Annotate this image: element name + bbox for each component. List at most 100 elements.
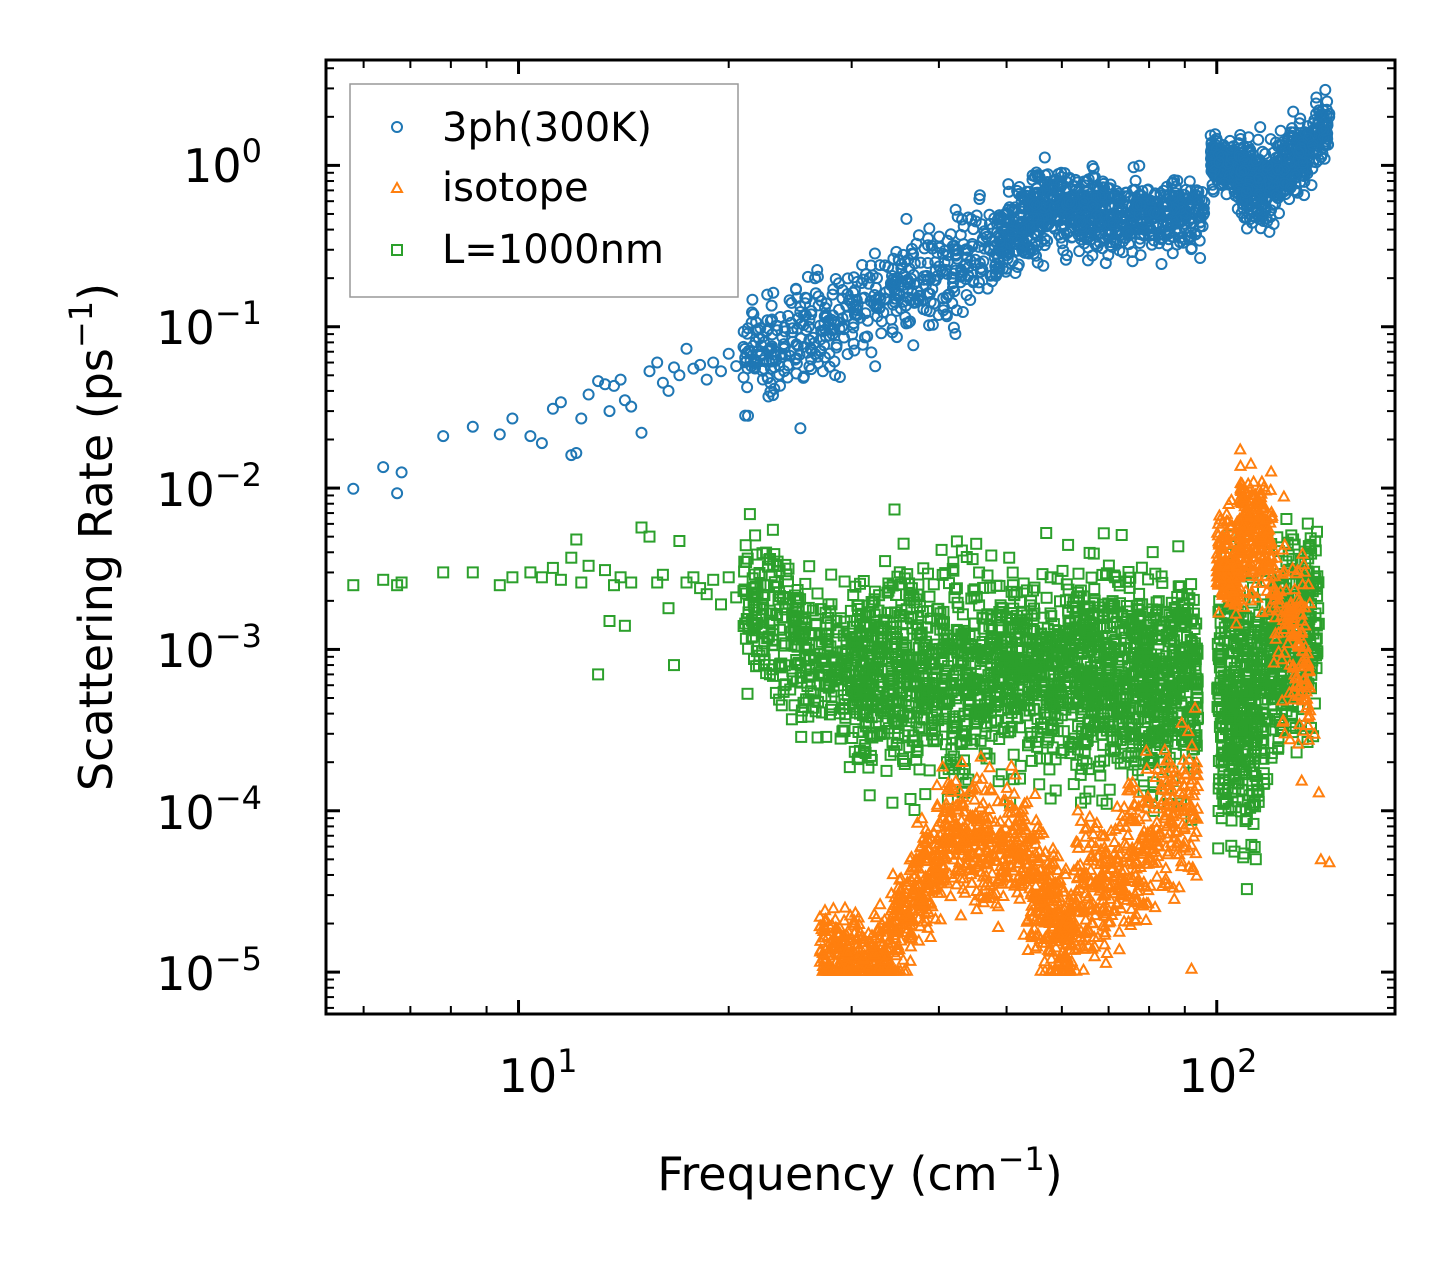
data-point-l-1000nm bbox=[1216, 741, 1229, 754]
data-point-l-1000nm bbox=[859, 683, 872, 696]
data-point-isotope bbox=[982, 760, 997, 773]
data-point-l-1000nm bbox=[656, 568, 669, 581]
data-point-l-1000nm bbox=[1229, 693, 1242, 705]
data-point-l-1000nm bbox=[840, 661, 852, 674]
data-point-l-1000nm bbox=[1172, 540, 1185, 553]
data-point-l-1000nm bbox=[768, 548, 781, 561]
data-point-isotope bbox=[934, 843, 948, 856]
data-point-isotope bbox=[828, 912, 842, 925]
data-point-l-1000nm bbox=[1027, 702, 1040, 715]
data-point-l-1000nm bbox=[795, 704, 808, 717]
data-point-isotope bbox=[868, 947, 882, 960]
data-point-l-1000nm bbox=[789, 622, 802, 635]
data-point-l-1000nm bbox=[1115, 529, 1128, 541]
data-point-isotope bbox=[912, 861, 926, 874]
data-point-isotope bbox=[923, 929, 938, 942]
data-point-isotope bbox=[1006, 823, 1021, 836]
data-point-isotope bbox=[973, 888, 987, 901]
data-point-isotope bbox=[1084, 862, 1098, 875]
data-point-isotope bbox=[972, 817, 986, 830]
data-point-isotope bbox=[833, 958, 847, 971]
data-point-isotope bbox=[1167, 891, 1181, 904]
data-point-l-1000nm bbox=[1120, 600, 1133, 612]
data-point-isotope bbox=[925, 899, 939, 912]
data-point-l-1000nm bbox=[851, 674, 864, 687]
data-point-l-1000nm bbox=[662, 602, 675, 615]
data-point-l-1000nm bbox=[1301, 584, 1314, 596]
data-point-l-1000nm bbox=[1113, 703, 1126, 716]
data-point-isotope bbox=[1015, 825, 1029, 838]
data-point-l-1000nm bbox=[1312, 617, 1325, 630]
data-point-isotope bbox=[903, 953, 918, 966]
data-point-l-1000nm bbox=[1123, 721, 1136, 734]
data-point-l-1000nm bbox=[1101, 677, 1114, 690]
data-point-l-1000nm bbox=[899, 694, 912, 707]
data-point-l-1000nm bbox=[850, 614, 863, 627]
data-point-isotope bbox=[864, 939, 879, 952]
data-point-l-1000nm bbox=[740, 556, 753, 568]
data-point-isotope bbox=[883, 960, 898, 973]
data-point-l-1000nm bbox=[919, 788, 932, 801]
data-point-l-1000nm bbox=[859, 617, 872, 630]
data-point-l-1000nm bbox=[1252, 795, 1265, 808]
data-point-l-1000nm bbox=[1069, 612, 1082, 625]
data-point-l-1000nm bbox=[1038, 711, 1051, 724]
data-point-l-1000nm bbox=[824, 605, 837, 618]
data-point-isotope bbox=[816, 963, 830, 976]
data-point-isotope bbox=[939, 804, 953, 817]
data-point-l-1000nm bbox=[962, 638, 975, 650]
data-point-isotope bbox=[904, 928, 918, 941]
data-point-l-1000nm bbox=[887, 672, 900, 685]
data-point-isotope bbox=[920, 884, 935, 897]
data-point-l-1000nm bbox=[1173, 580, 1186, 593]
data-point-isotope bbox=[848, 905, 863, 918]
data-point-l-1000nm bbox=[779, 678, 792, 691]
data-point-l-1000nm bbox=[888, 503, 901, 516]
data-point-isotope bbox=[998, 793, 1013, 806]
data-point-l-1000nm bbox=[773, 586, 786, 599]
data-point-isotope bbox=[966, 780, 980, 793]
data-point-isotope bbox=[965, 875, 979, 888]
data-point-l-1000nm bbox=[1222, 644, 1235, 657]
data-point-l-1000nm bbox=[1272, 741, 1285, 754]
data-point-isotope bbox=[982, 835, 996, 848]
data-point-isotope bbox=[1076, 962, 1091, 975]
data-point-l-1000nm bbox=[792, 656, 805, 669]
data-point-isotope bbox=[1110, 799, 1124, 812]
data-point-l-1000nm bbox=[739, 539, 752, 552]
data-point-l-1000nm bbox=[897, 537, 910, 550]
data-point-l-1000nm bbox=[806, 604, 819, 617]
data-point-isotope bbox=[985, 866, 999, 879]
data-point-isotope bbox=[1049, 881, 1064, 894]
data-point-l-1000nm bbox=[1285, 529, 1298, 542]
data-point-l-1000nm bbox=[940, 738, 952, 751]
data-point-l-1000nm bbox=[1037, 722, 1050, 735]
data-point-isotope bbox=[979, 811, 993, 824]
data-point-l-1000nm bbox=[911, 706, 924, 719]
data-point-l-1000nm bbox=[625, 576, 638, 589]
data-point-l-1000nm bbox=[1055, 746, 1068, 759]
data-point-isotope bbox=[1017, 927, 1031, 940]
data-point-l-1000nm bbox=[1048, 641, 1061, 654]
data-point-isotope bbox=[822, 917, 836, 930]
data-point-l-1000nm bbox=[1239, 815, 1252, 828]
data-point-l-1000nm bbox=[1013, 688, 1026, 701]
data-point-l-1000nm bbox=[750, 660, 763, 673]
data-point-l-1000nm bbox=[1190, 672, 1202, 685]
data-point-l-1000nm bbox=[892, 715, 905, 728]
data-point-l-1000nm bbox=[968, 733, 981, 746]
data-point-l-1000nm bbox=[905, 610, 918, 623]
data-point-l-1000nm bbox=[1274, 675, 1286, 688]
data-point-l-1000nm bbox=[766, 523, 779, 536]
data-point-l-1000nm bbox=[949, 583, 961, 596]
data-point-l-1000nm bbox=[1247, 817, 1260, 830]
data-point-isotope bbox=[950, 797, 964, 810]
data-point-l-1000nm bbox=[1155, 570, 1168, 583]
data-point-l-1000nm bbox=[889, 703, 902, 716]
data-point-isotope bbox=[920, 854, 934, 867]
data-point-isotope bbox=[981, 823, 995, 836]
data-point-l-1000nm bbox=[1100, 797, 1113, 810]
data-point-l-1000nm bbox=[1226, 695, 1239, 708]
data-point-l-1000nm bbox=[938, 712, 951, 725]
